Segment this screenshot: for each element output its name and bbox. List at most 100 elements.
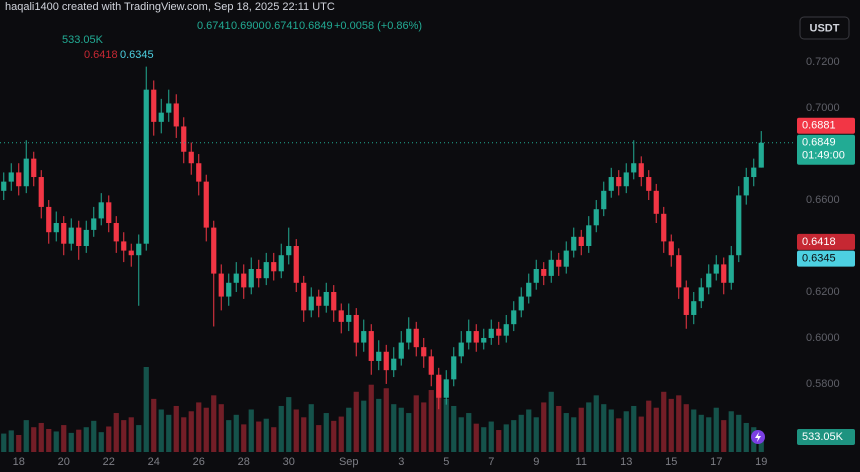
candle-body: [713, 264, 719, 274]
volume-bar: [136, 425, 142, 452]
volume-bar: [91, 420, 97, 452]
volume-bar: [143, 367, 149, 452]
volume-bar: [646, 400, 652, 452]
x-tick-label: 28: [238, 456, 250, 468]
y-tick-label: 0.5800: [806, 378, 840, 390]
candle-body: [548, 259, 554, 276]
volume-bar: [541, 402, 547, 452]
candle-body: [473, 331, 479, 343]
header-open: 0.6741: [197, 20, 231, 32]
candle-body: [391, 358, 397, 371]
header-change: +0.0058 (+0.86%): [334, 20, 422, 32]
marker-price-label: 0.6881: [802, 120, 836, 132]
volume-bar: [271, 427, 277, 452]
candle-body: [601, 190, 607, 210]
candle-body: [83, 229, 89, 247]
volume-bar: [653, 407, 659, 452]
volume-bar: [488, 421, 494, 452]
currency-button[interactable]: [799, 16, 850, 40]
volume-bar: [211, 395, 217, 452]
volume-bar: [406, 413, 412, 452]
volume-bar: [113, 413, 119, 452]
volume-bar: [458, 417, 464, 452]
volume-bar: [578, 407, 584, 452]
candle-body: [721, 264, 727, 283]
volume-bar: [233, 414, 239, 452]
candle-body: [541, 268, 547, 276]
volume-bar: [98, 432, 104, 452]
volume-bar: [706, 417, 712, 452]
candle-body: [623, 172, 629, 187]
volume-bar: [721, 420, 727, 452]
candle-body: [368, 331, 374, 361]
volume-bar: [263, 418, 269, 452]
volume-bar: [151, 398, 157, 452]
volume-bar: [563, 413, 569, 452]
candle-body: [316, 296, 322, 306]
volume-bar: [23, 420, 29, 452]
volume-bar: [241, 424, 247, 452]
candle-body: [226, 282, 232, 297]
candle-body: [31, 158, 37, 178]
candle-body: [743, 177, 749, 196]
candle-body: [443, 379, 449, 398]
x-tick-label: 24: [148, 456, 160, 468]
volume-bar: [256, 421, 262, 452]
volume-bar: [286, 397, 292, 452]
volume-bar: [218, 404, 224, 452]
indicator-icon-glyph: [755, 432, 761, 442]
candle-body: [653, 190, 659, 214]
candle-body: [98, 202, 104, 219]
volume-bar: [503, 424, 509, 452]
volume-bar: [391, 404, 397, 452]
candle-body: [106, 202, 112, 224]
candle-body: [563, 250, 569, 267]
volume-bar: [526, 409, 532, 452]
candle-body: [436, 374, 442, 398]
volume-bar: [181, 417, 187, 452]
candle-body: [203, 181, 209, 228]
volume-bar: [533, 417, 539, 452]
volume-bar: [593, 395, 599, 452]
candle-body: [586, 225, 592, 247]
candle-body: [128, 250, 134, 256]
volume-bar: [361, 400, 367, 452]
candle-body: [271, 262, 277, 272]
candle-body: [8, 172, 14, 182]
volume-bar: [308, 404, 314, 452]
currency-label[interactable]: USDT: [810, 22, 840, 34]
candle-body: [428, 356, 434, 375]
candle-body: [241, 273, 247, 288]
volume-bar: [398, 407, 404, 452]
volume-bar: [683, 404, 689, 452]
candle-body: [121, 241, 127, 251]
volume-layer: [1, 367, 764, 452]
volume-bar: [61, 425, 67, 452]
candle-body: [413, 328, 419, 348]
volume-bar: [68, 432, 74, 452]
volume-bar: [316, 425, 322, 452]
x-tick-label: 19: [755, 456, 767, 468]
volume-bar: [106, 426, 112, 452]
x-tick-label: 20: [58, 456, 70, 468]
volume-bar: [323, 413, 329, 452]
candle-body: [518, 296, 524, 311]
candle-body: [736, 195, 742, 256]
chart-title: haqali1400 created with TradingView.com,…: [5, 1, 335, 13]
candle-body: [728, 255, 734, 283]
x-tick-label: 30: [283, 456, 295, 468]
candle-body: [668, 241, 674, 256]
volume-bar: [368, 384, 374, 452]
volume-bar: [571, 417, 577, 452]
volume-bar: [166, 414, 172, 452]
candle-body: [173, 103, 179, 127]
volume-bar: [736, 414, 742, 452]
volume-bar: [511, 420, 517, 452]
volume-bar: [353, 391, 359, 452]
candle-body: [196, 163, 202, 182]
candle-body: [451, 356, 457, 380]
candle-body: [188, 151, 194, 164]
